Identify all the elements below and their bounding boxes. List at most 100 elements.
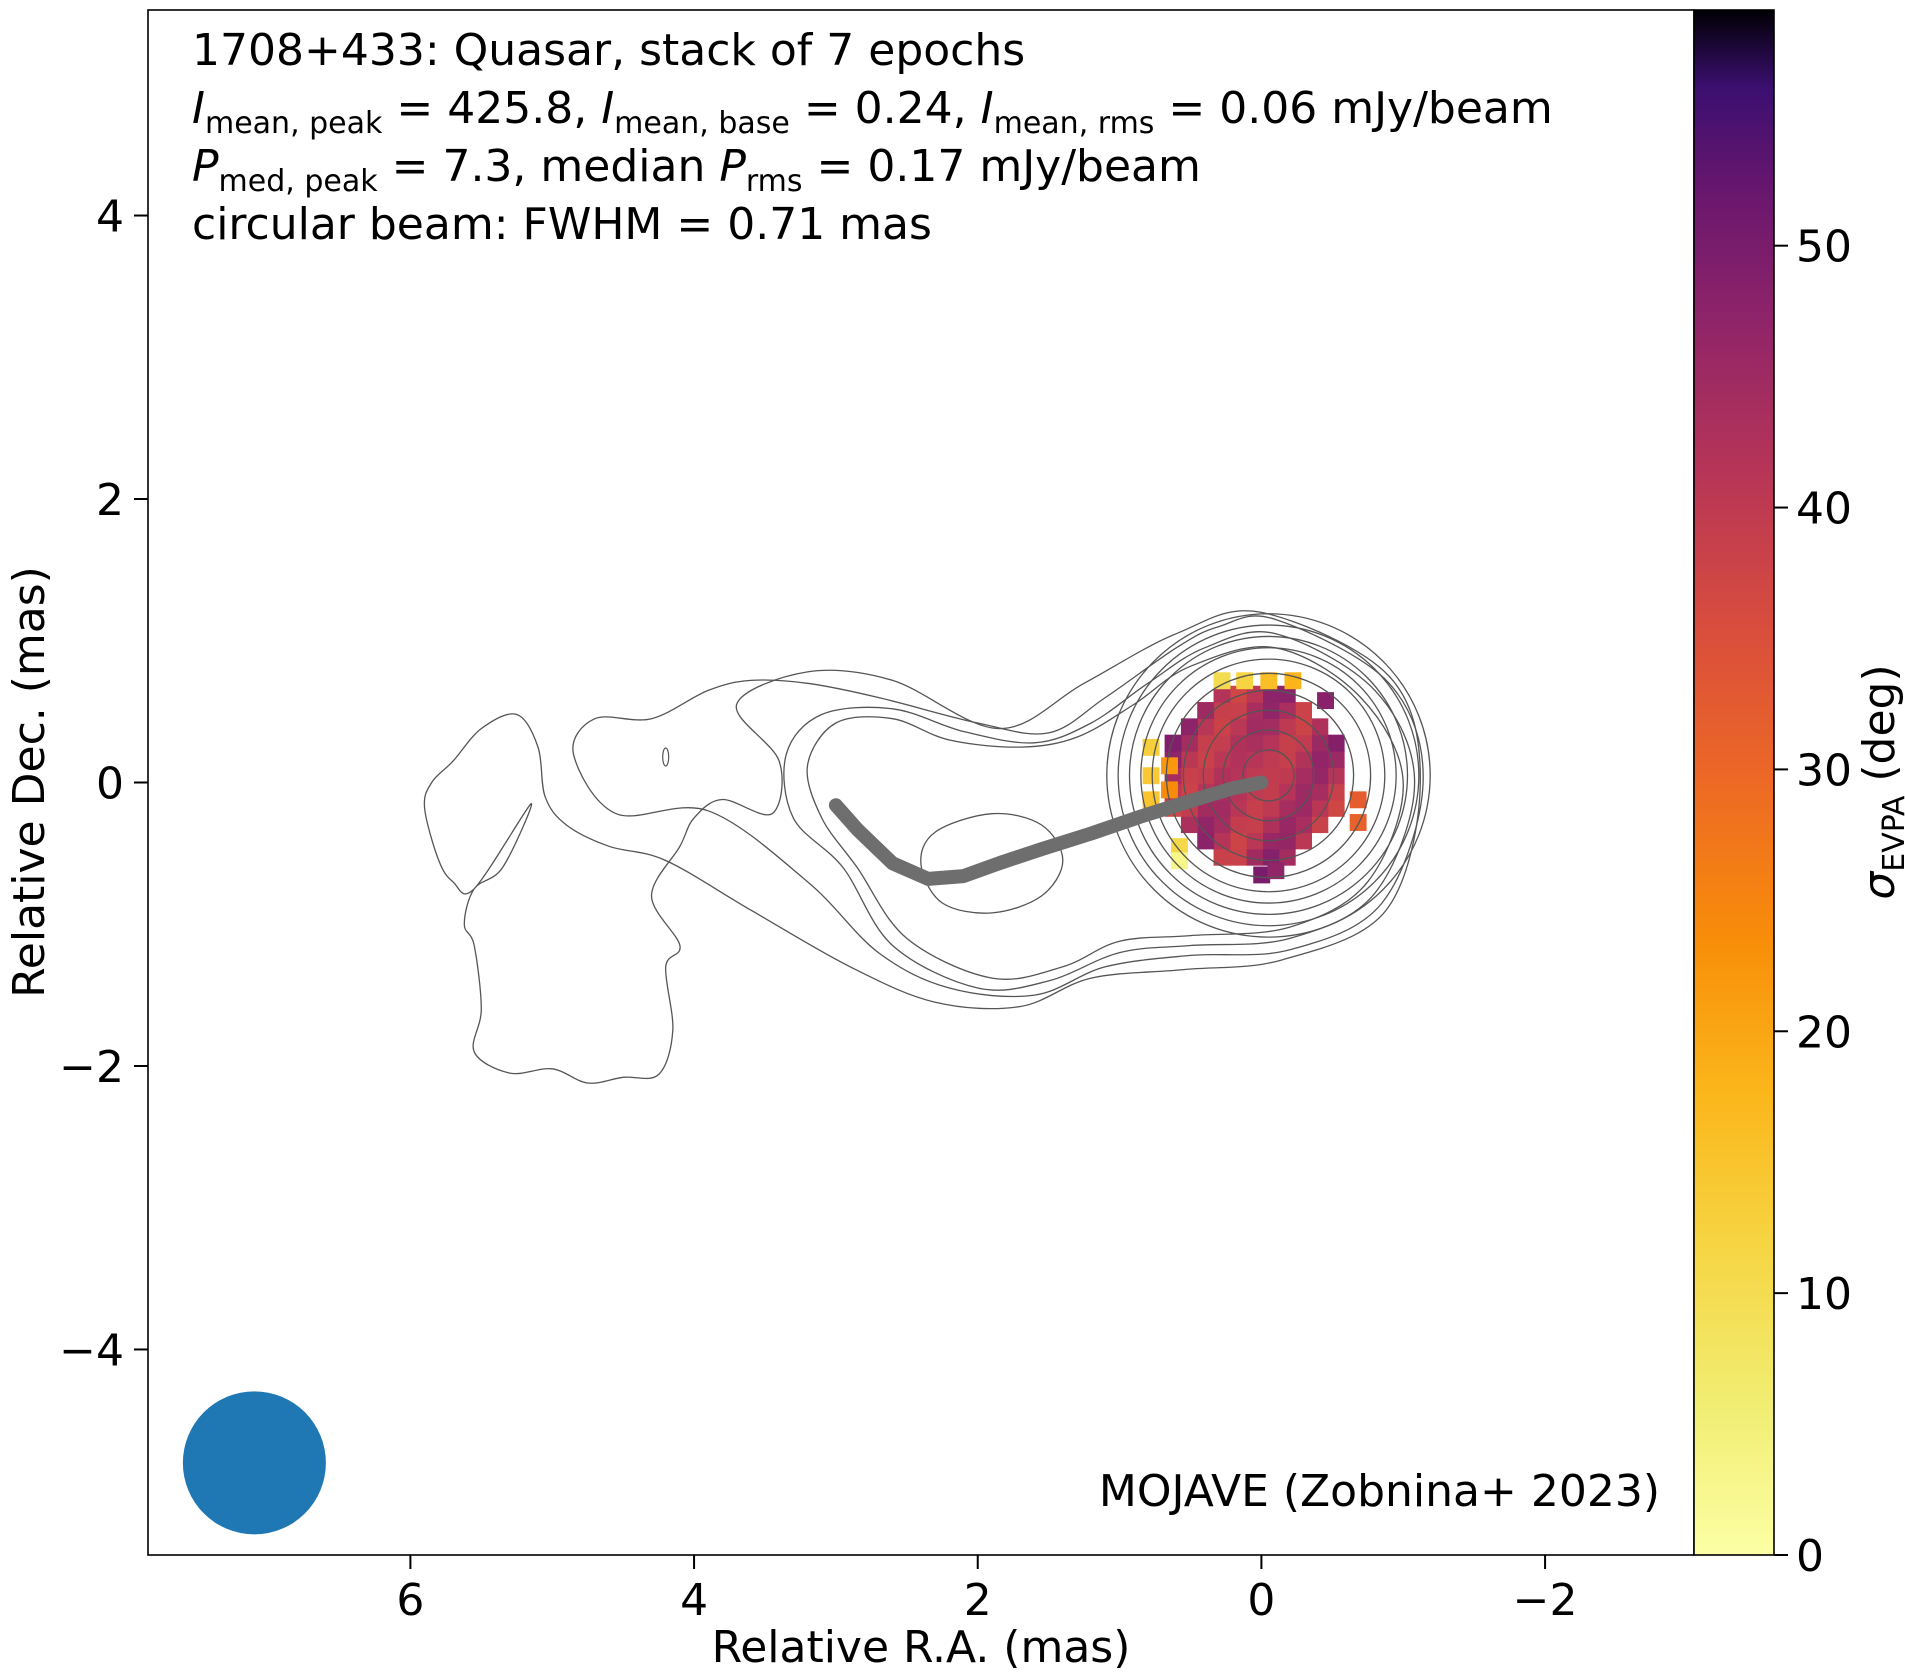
evpa-pixel [1229,685,1247,703]
evpa-pixel [1311,767,1329,785]
contour-ring [1165,672,1372,879]
evpa-pixel [1262,848,1280,866]
evpa-pixel [1229,702,1247,719]
evpa-pixel [1246,685,1264,703]
colorbar-label-subscript: EVPA [1877,795,1905,872]
evpa-pixel [1278,767,1296,785]
evpa-pixel [1246,799,1264,817]
contour-ring [1182,689,1355,862]
i-base-value: = 0.24, [790,83,981,134]
evpa-pixel [1246,734,1264,752]
evpa-pixel [1311,783,1329,801]
evpa-pixel [1327,783,1345,801]
intensity-contours [423,610,1431,1084]
evpa-pixel [1164,734,1182,752]
evpa-pixel [1180,767,1198,785]
evpa-pixel [1295,767,1313,785]
evpa-pixel [1213,799,1231,817]
evpa-edge-pixel [1349,814,1367,831]
evpa-pixel [1278,718,1296,736]
evpa-pixel [1180,750,1198,768]
evpa-edge-pixel [1284,672,1302,690]
i-rms-value: = 0.06 mJy/beam [1154,83,1552,134]
contour-ring [1140,647,1397,904]
contour-ring [1242,749,1295,802]
evpa-pixel [1327,750,1345,768]
evpa-pixel [1229,750,1247,768]
evpa-pixel [1278,685,1296,703]
i-peak-symbol: I [192,83,205,134]
evpa-edge-pixel [1170,852,1188,870]
beam-ellipse [182,1391,326,1535]
evpa-pixel [1295,734,1313,752]
evpa-pixel [1213,734,1231,752]
y-tick-label: 0 [96,759,124,810]
evpa-pixel [1197,718,1215,736]
y-tick-label: −4 [59,1325,124,1376]
evpa-pixel [1311,718,1329,736]
evpa-edge-pixel [1253,866,1271,884]
x-tick-label: 6 [396,1575,424,1626]
evpa-pixel [1229,816,1247,834]
evpa-edge-pixel [1161,757,1178,775]
annotation-line-2: Imean, peak = 425.8, Imean, base = 0.24,… [192,83,1553,141]
evpa-pixel [1246,848,1264,866]
evpa-pixel [1213,685,1231,703]
x-tick-label: 0 [1247,1575,1275,1626]
i-peak-subscript: mean, peak [205,106,383,141]
y-tick-label: −2 [59,1042,124,1093]
x-axis: 6 4 2 0 −2 [396,1555,1578,1626]
evpa-pixel [1229,718,1247,736]
evpa-pixel [1278,734,1296,752]
colorbar-axis: 0 10 20 30 40 50 [1774,222,1852,1582]
annotation-line-4: circular beam: FWHM = 0.71 mas [192,199,932,250]
evpa-pixel [1278,702,1296,719]
evpa-pixel [1262,750,1280,768]
evpa-pixel [1197,767,1215,785]
evpa-pixel [1213,767,1231,785]
i-base-subscript: mean, base [614,106,790,141]
colorbar-label: σEVPA (deg) [1854,664,1905,899]
evpa-pixel [1213,816,1231,834]
jet-ridge-line [828,775,1269,886]
evpa-pixel [1246,702,1264,719]
evpa-pixel [1262,816,1280,834]
evpa-edge-pixel [1142,767,1160,785]
x-tick-label: 2 [964,1575,992,1626]
colorbar-tick-label: 20 [1796,1007,1852,1058]
y-tick-label: 2 [96,475,124,526]
evpa-pixel [1327,767,1345,785]
colorbar-tick-label: 30 [1796,745,1852,796]
evpa-pixel [1262,718,1280,736]
evpa-pixel [1197,832,1215,850]
colorbar-tick-label: 10 [1796,1269,1852,1320]
evpa-pixel [1311,750,1329,768]
contour-line [572,615,1424,998]
contour-ring [1202,709,1335,842]
i-base-symbol: I [601,83,614,134]
i-rms-subscript: mean, rms [994,106,1155,141]
evpa-pixel [1213,848,1231,866]
plot-area [182,610,1431,1535]
evpa-edge-pixel [1267,862,1285,880]
evpa-pixel [1311,799,1329,817]
evpa-pixel [1295,783,1313,801]
contour-line [783,631,1416,991]
evpa-pixel [1180,718,1198,736]
colorbar-label-unit: (deg) [1854,664,1905,795]
evpa-pixel [1197,702,1215,719]
evpa-edge-pixel [1213,672,1231,690]
i-peak-value: = 425.8, [382,83,601,134]
contour-island [662,747,670,767]
p-peak-subscript: med, peak [219,164,379,199]
y-axis: 4 2 0 −2 −4 [59,192,148,1376]
evpa-pixel [1295,702,1313,719]
evpa-pixel [1213,750,1231,768]
evpa-pixel [1213,832,1231,850]
evpa-pixel [1278,848,1296,866]
colorbar [1693,9,1775,1556]
x-tick-label: 4 [680,1575,708,1626]
annotation-block: 1708+433: Quasar, stack of 7 epochs Imea… [192,25,1553,250]
evpa-pixel [1262,783,1280,801]
